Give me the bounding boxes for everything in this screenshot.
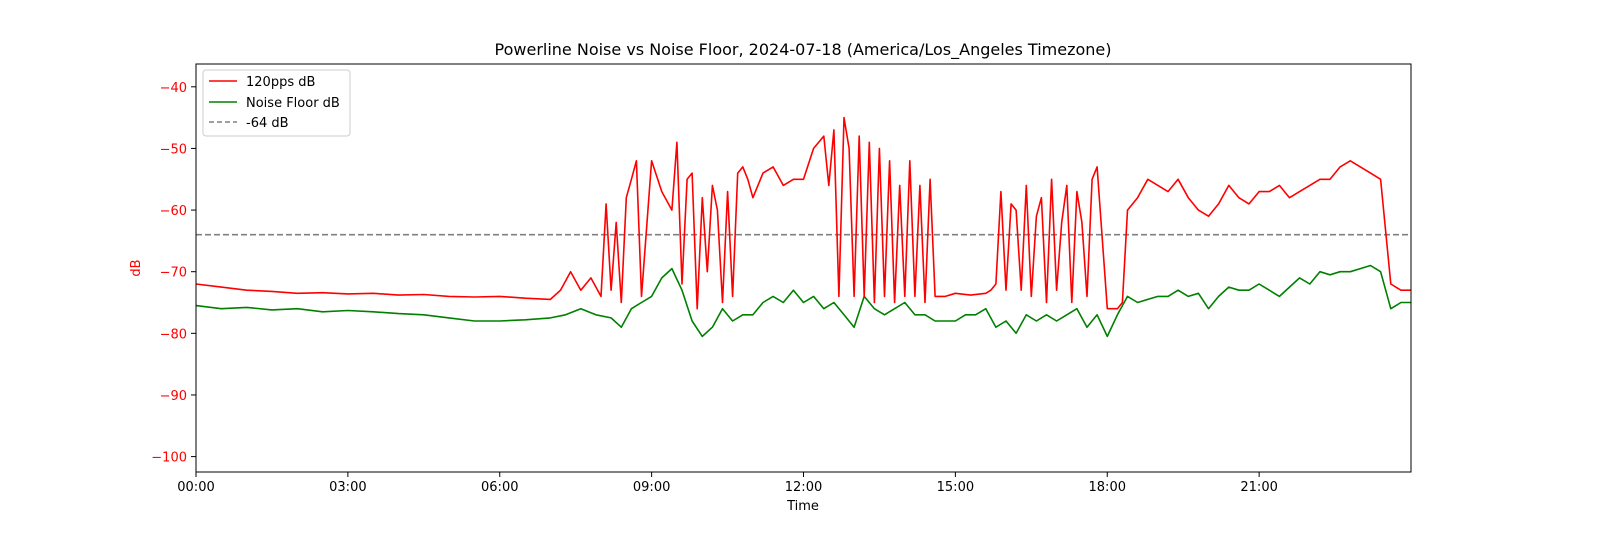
x-tick-label: 21:00 [1240, 480, 1277, 495]
x-tick-label: 15:00 [937, 480, 974, 495]
y-tick-label: −70 [160, 266, 187, 281]
x-tick-label: 06:00 [481, 480, 518, 495]
series-120pps [195, 116, 1411, 310]
y-tick-label: −80 [160, 327, 187, 342]
legend-box [202, 69, 351, 137]
legend-label-signal: 120pps dB [246, 75, 315, 90]
series-noise-floor [195, 264, 1411, 338]
x-tick-label: 00:00 [177, 480, 214, 495]
legend: 120pps dB Noise Floor dB -64 dB [202, 69, 351, 137]
y-tick-label: −40 [160, 81, 187, 96]
x-axis: 00:00 03:00 06:00 09:00 12:00 15:00 18:00 21:00 [177, 472, 1278, 495]
legend-label-threshold: -64 dB [246, 116, 289, 131]
series-layer [195, 116, 1411, 338]
chart-title: Powerline Noise vs Noise Floor, 2024-07-… [495, 40, 1112, 60]
y-axis-label: dB [129, 259, 144, 276]
legend-label-floor: Noise Floor dB [246, 96, 340, 111]
y-tick-label: −60 [160, 204, 187, 219]
x-tick-label: 12:00 [785, 480, 822, 495]
y-axis: −40 −50 −60 −70 −80 −90 −100 [151, 81, 196, 466]
x-tick-label: 03:00 [329, 480, 366, 495]
plot-frame [195, 63, 1412, 473]
plot-area [195, 63, 1412, 473]
x-axis-label: Time [786, 499, 819, 514]
y-tick-label: −100 [151, 451, 187, 466]
x-tick-label: 18:00 [1089, 480, 1126, 495]
x-tick-label: 09:00 [633, 480, 670, 495]
y-tick-label: −90 [160, 389, 187, 404]
y-tick-label: −50 [160, 142, 187, 157]
